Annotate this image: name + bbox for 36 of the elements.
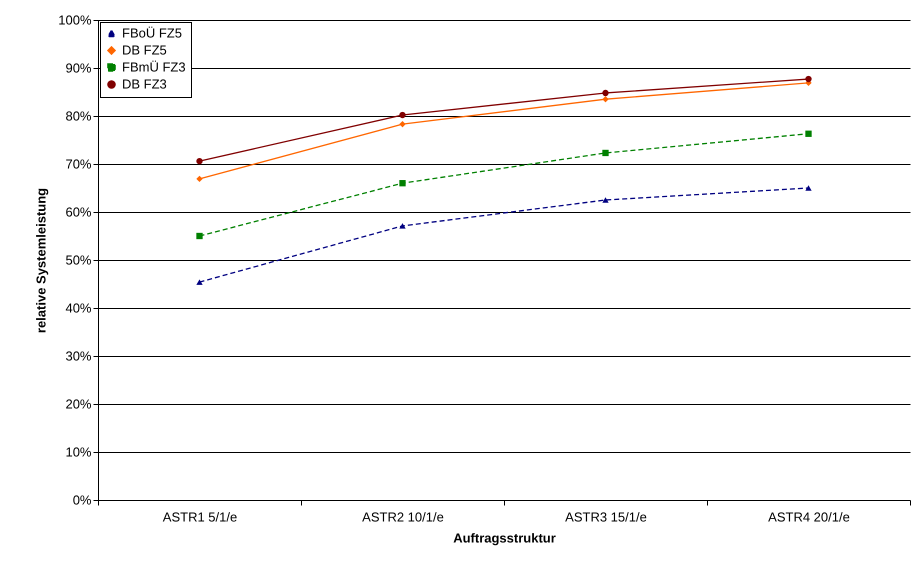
point <box>196 158 203 164</box>
y-tick-label: 50% <box>65 252 92 268</box>
legend-label: DB FZ3 <box>122 76 167 92</box>
y-tick-label: 30% <box>65 348 92 364</box>
point <box>602 96 609 102</box>
x-axis-title: Auftragsstruktur <box>453 530 556 546</box>
x-tick-label: ASTR3 15/1/e <box>565 510 647 524</box>
x-tick-label: ASTR2 10/1/e <box>362 510 444 524</box>
point <box>399 121 406 128</box>
y-tick-label: 70% <box>65 156 92 172</box>
legend-label: FBmÜ FZ3 <box>122 60 186 74</box>
point <box>399 112 406 118</box>
y-tick-label: 80% <box>65 108 92 124</box>
point <box>399 223 406 229</box>
point <box>196 176 203 182</box>
point <box>602 197 609 203</box>
x-tick-label: ASTR4 20/1/e <box>768 510 850 524</box>
y-tick-label: 10% <box>65 444 92 460</box>
point <box>602 150 609 156</box>
point <box>196 279 203 285</box>
x-tick-label: ASTR1 5/1/e <box>162 510 238 524</box>
point <box>602 90 609 96</box>
y-tick-label: 0% <box>72 492 92 508</box>
legend-label: FBoÜ FZ5 <box>122 26 182 40</box>
y-axis-title: relative Systemleistung <box>33 188 48 334</box>
y-tick-label: 100% <box>58 12 92 28</box>
point <box>805 76 812 82</box>
y-tick-label: 40% <box>65 300 92 316</box>
y-tick-label: 20% <box>65 396 92 412</box>
point <box>805 130 812 137</box>
legend-label: DB FZ5 <box>122 42 167 58</box>
y-tick-label: 60% <box>65 204 92 220</box>
point <box>196 232 203 240</box>
point <box>399 180 406 186</box>
point <box>805 185 812 191</box>
y-tick-label: 90% <box>65 60 92 76</box>
